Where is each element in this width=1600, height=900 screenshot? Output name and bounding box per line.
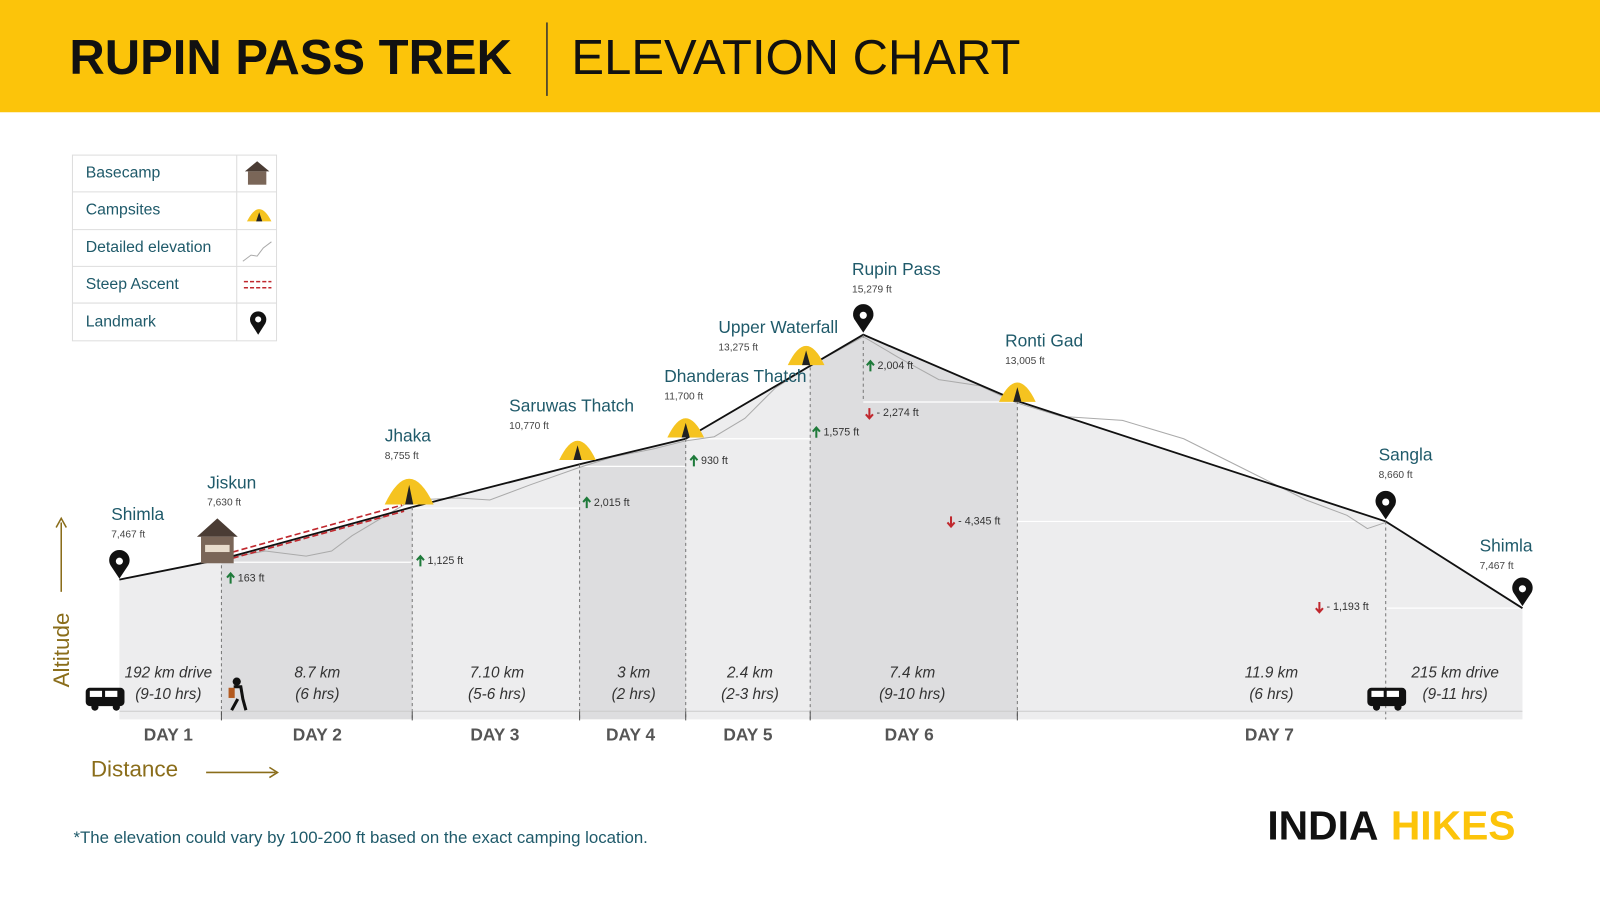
segment-distance: 7.10 km [470,665,525,682]
vehicles [85,677,1407,711]
landmark-name: Dhanderas Thatch [664,366,806,386]
legend-label: Steep Ascent [86,276,180,293]
landmark-name: Jiskun [207,472,256,492]
ascent-arrow [689,454,699,467]
landmark-name: Shimla [111,504,164,524]
tent-door [573,445,582,460]
ascent-arrow [582,496,592,509]
elevation-change: - 2,274 ft [877,407,919,419]
tent-door [405,484,414,505]
legend [71,154,278,342]
landmark-elevation: 15,279 ft [852,284,892,295]
subtitle: ELEVATION CHART [571,31,1020,85]
segment-distance: 2.4 km [726,665,773,682]
segment-distance: 7.4 km [889,665,935,682]
day-label: DAY 6 [885,724,934,744]
legend-label: Landmark [86,314,156,331]
ascent-arrow [226,571,235,584]
segment-distance: 3 km [617,665,650,682]
landmark-elevation: 10,770 ft [509,421,549,432]
elevation-change: 163 ft [238,572,265,584]
segment-time: (5-6 hrs) [468,686,526,703]
steep-ascent [232,510,405,559]
landmark-name: Upper Waterfall [718,317,838,337]
pin-hole [1382,498,1390,506]
legend-label: Campsites [86,201,161,218]
title: RUPIN PASS TREK [69,31,512,85]
segment-distance: 192 km drive [125,665,213,682]
segment-time: (6 hrs) [1249,686,1293,703]
y-axis-label: Altitude [49,613,74,688]
x-axis-label: Distance [91,756,178,781]
segment-distance: 11.9 km [1245,665,1299,682]
landmark-elevation: 7,467 ft [111,529,145,540]
legend-label: Detailed elevation [86,239,212,256]
segment-time: (9-11 hrs) [1423,686,1488,703]
segment-time: (2 hrs) [612,686,656,703]
footnote: *The elevation could vary by 100-200 ft … [73,828,647,847]
day-label: DAY 2 [293,724,342,744]
landmark-elevation: 7,630 ft [207,498,241,509]
pin-hole [1518,585,1527,593]
steep-ascent [232,504,403,553]
legend-label: Basecamp [86,165,161,182]
landmark-elevation: 8,660 ft [1379,470,1413,481]
elevation-change: 930 ft [701,455,728,467]
tent-door [1013,387,1022,402]
segment-distance: 215 km drive [1410,665,1499,682]
segment-time: (2-3 hrs) [721,686,779,703]
elevation-change: - 4,345 ft [958,515,1000,527]
day-label: DAY 1 [144,724,193,744]
detailed-elevation [221,336,1386,560]
descent-arrow [1315,602,1324,614]
segment-time: (9-10 hrs) [879,686,945,703]
pin-hole [859,311,867,319]
descent-arrow [946,516,956,529]
elevation-change: 2,004 ft [878,360,914,372]
elevation-change: 2,015 ft [594,497,630,509]
landmark-elevation: 11,700 ft [664,392,703,403]
descent-arrow [865,408,874,420]
tent-door [681,422,690,438]
landmark-name: Jhaka [385,425,432,445]
landmark-name: Ronti Gad [1005,330,1083,350]
landmark-elevation: 13,005 ft [1005,356,1045,367]
landmark-elevation: 8,755 ft [385,451,419,462]
day-label: DAY 7 [1245,724,1294,744]
legend-icons [242,161,272,335]
tent-door [802,350,811,366]
elevation-change: 1,125 ft [428,555,464,567]
header-band [0,0,1600,113]
legend-box [71,154,278,342]
brand-dark: INDIA [1267,802,1378,848]
ascent-arrow [866,359,875,372]
pin-hole [115,557,123,565]
elevation-change: 1,575 ft [823,426,859,438]
landmark-name: Sangla [1379,445,1433,465]
landmark-name: Shimla [1480,536,1533,556]
landmark-name: Rupin Pass [852,259,941,279]
ascent-arrow [811,426,821,438]
basecamp-roof [196,518,238,537]
landmark-elevation: 13,275 ft [718,343,758,354]
segment-time: (6 hrs) [295,686,339,703]
brand-light: HIKES [1391,802,1516,848]
elevation-change: - 1,193 ft [1327,601,1369,613]
day-label: DAY 5 [723,724,772,744]
ascent-arrow [416,554,425,567]
landmark-name: Saruwas Thatch [509,396,634,416]
landmark-elevation: 7,467 ft [1480,561,1514,572]
segment-distance: 8.7 km [294,665,340,682]
day-label: DAY 3 [470,724,519,744]
day-label: DAY 4 [606,724,655,744]
profile [119,333,1523,720]
segment-time: (9-10 hrs) [135,686,201,703]
basecamp-window [205,544,230,553]
